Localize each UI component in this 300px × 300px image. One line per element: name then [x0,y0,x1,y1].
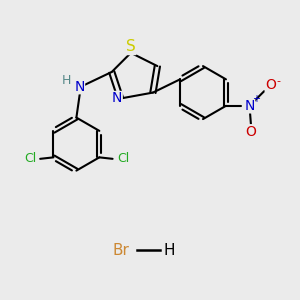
Text: S: S [126,39,136,54]
Text: O: O [265,78,276,92]
Text: N: N [74,80,85,94]
Text: -: - [276,76,280,86]
Text: Br: Br [112,243,129,258]
Text: Cl: Cl [117,152,129,165]
Text: H: H [62,74,71,87]
Text: N: N [112,92,122,106]
Text: N: N [244,99,255,113]
Text: O: O [245,125,256,139]
Text: Cl: Cl [24,152,36,165]
Text: +: + [252,94,260,104]
Text: H: H [164,243,175,258]
